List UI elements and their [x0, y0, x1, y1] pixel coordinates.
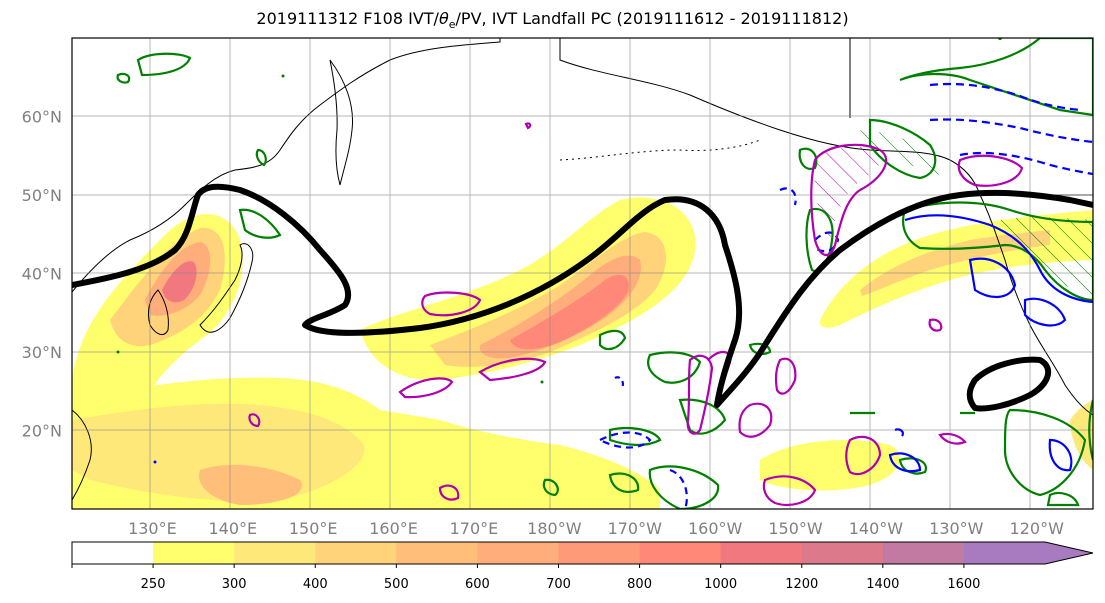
coast-alaska [559, 38, 1093, 196]
longitude-label: 130°E [128, 519, 177, 538]
longitude-label: 120°W [1010, 519, 1065, 538]
colorbar-frame [71, 541, 1094, 565]
aleutians [559, 139, 761, 161]
colorbar-label: 500 [384, 577, 409, 592]
latitude-labels: 60°N 50°N 40°N 30°N 20°N [22, 108, 62, 441]
colorbar-extend-segment [963, 542, 1093, 564]
latitude-label: 40°N [22, 265, 62, 284]
colorbar-label: 1400 [866, 577, 899, 592]
theta-e-main-wave [72, 183, 1093, 408]
colorbar-label: 400 [303, 577, 328, 592]
longitude-label: 180°W [527, 519, 582, 538]
colorbar-label: 600 [465, 577, 490, 592]
gridlines [72, 38, 1093, 509]
latitude-label: 50°N [22, 186, 62, 205]
colorbar-labels: 250 300 400 500 600 700 800 1000 1200 1400 1600 [71, 564, 980, 592]
colorbar-segment [315, 542, 397, 564]
theta-e-closed-contour [966, 356, 1052, 412]
colorbar-label: 250 [141, 577, 166, 592]
theta-e-contours [72, 183, 1093, 412]
colorbar-label: 1600 [947, 577, 980, 592]
colorbar-segment [234, 542, 316, 564]
ivt-subtropical-band [72, 377, 660, 509]
ivt-japan-plume [72, 213, 243, 430]
longitude-label: 140°W [849, 519, 904, 538]
colorbar-segment [801, 542, 884, 564]
latitude-label: 60°N [22, 108, 62, 127]
longitude-label: 160°E [369, 519, 418, 538]
map-frame [71, 37, 1094, 510]
figure-title: 2019111312 F108 IVT/θe/PV, IVT Landfall … [256, 9, 849, 32]
hatched-regions [814, 130, 1093, 300]
colorbar-segment [639, 542, 722, 564]
coast-philippines [72, 409, 92, 501]
colorbar-label: 1000 [704, 577, 737, 592]
coast-asia [72, 38, 501, 293]
ivt-pc-negative-contours [597, 82, 1093, 509]
longitude-label: 150°W [768, 519, 823, 538]
colorbar-label: 700 [546, 577, 571, 592]
colorbar-segment [720, 542, 803, 564]
colorbar-label: 1200 [785, 577, 818, 592]
colorbar [71, 541, 1094, 565]
colorbar-segment [477, 542, 559, 564]
coastlines [72, 38, 1093, 501]
latitude-label: 30°N [22, 343, 62, 362]
longitude-label: 170°E [450, 519, 499, 538]
longitude-label: 140°E [208, 519, 257, 538]
longitude-label: 160°W [688, 519, 743, 538]
colorbar-segment [882, 542, 965, 564]
longitude-labels: 130°E 140°E 150°E 160°E 170°E 180°W 170°W 160°W… [128, 519, 1064, 538]
colorbar-segment [72, 542, 154, 564]
colorbar-segment [153, 542, 235, 564]
coast-kamchatka [329, 59, 354, 186]
colorbar-segment [396, 542, 478, 564]
ivt-pc-positive-contours [116, 38, 1093, 509]
ivt-shading [72, 197, 1093, 509]
coast-japan [199, 243, 254, 333]
colorbar-label: 800 [627, 577, 652, 592]
colorbar-segment [558, 542, 641, 564]
longitude-label: 170°W [608, 519, 663, 538]
latitude-label: 20°N [22, 422, 62, 441]
longitude-label: 130°W [929, 519, 984, 538]
colorbar-label: 300 [222, 577, 247, 592]
longitude-label: 150°E [289, 519, 338, 538]
